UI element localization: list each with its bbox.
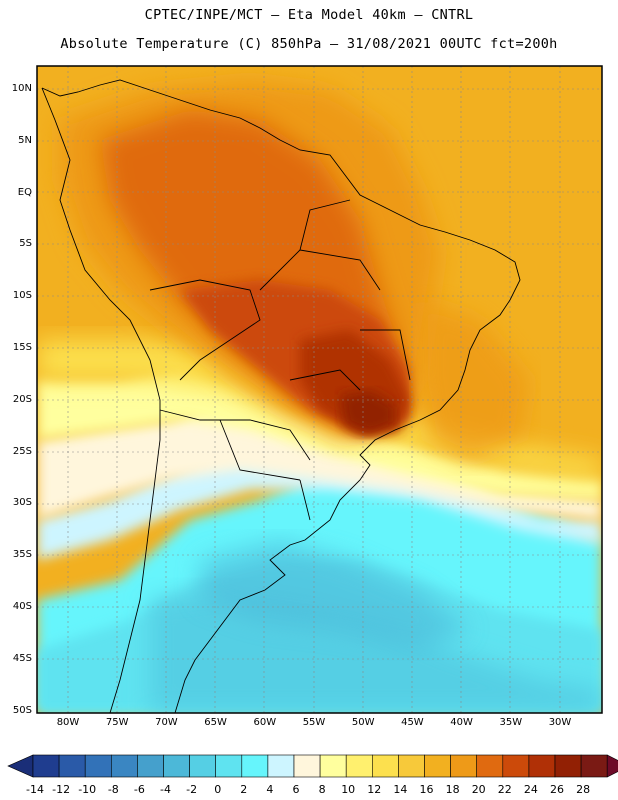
colorbar-tick-label: -8 <box>107 783 119 796</box>
colorbar-tick-label: 10 <box>341 783 356 796</box>
lat-label: 10N <box>11 83 32 94</box>
lat-label: 25S <box>12 445 32 457</box>
colorbar-tick-label: -12 <box>52 783 71 796</box>
colorbar-swatch <box>32 754 60 778</box>
colorbar-swatch <box>58 754 86 778</box>
colorbar-swatch <box>450 754 478 778</box>
lat-label: 45S <box>12 652 32 664</box>
colorbar-tick-label: 12 <box>367 783 382 796</box>
colorbar-swatch <box>528 754 556 778</box>
colorbar-tick-label: 24 <box>523 783 538 796</box>
colorbar-swatch <box>241 754 269 778</box>
colorbar-swatch <box>163 754 190 778</box>
colorbar-swatch <box>319 754 347 778</box>
colorbar-tick-label: -14 <box>26 783 44 796</box>
colorbar-swatch <box>84 754 112 778</box>
lat-label: 15S <box>12 342 32 353</box>
lon-label: 70W <box>155 717 178 728</box>
temperature-field <box>37 66 602 713</box>
lon-label: 60W <box>253 717 277 728</box>
lon-label: 80W <box>56 717 80 728</box>
lon-label: 30W <box>548 717 572 728</box>
colorbar-tick-label: -6 <box>133 783 145 796</box>
colorbar-tick-label: 6 <box>292 783 300 796</box>
colorbar-swatch <box>267 754 295 778</box>
colorbar-tick-label: 20 <box>471 783 486 796</box>
colorbar-tick-label: 14 <box>393 783 408 796</box>
lon-label: 35W <box>499 717 523 728</box>
lon-label: 75W <box>105 717 129 728</box>
colorbar-tick-label: 8 <box>318 783 326 796</box>
colorbar-tick-label: -4 <box>160 783 171 796</box>
colorbar-tick-label: 26 <box>550 783 564 796</box>
colorbar-tick-label: 2 <box>240 783 248 796</box>
lat-label: 20S <box>12 393 32 405</box>
lat-label: 10S <box>12 290 32 302</box>
map-subtitle: Absolute Temperature (C) 850hPa – 31/08/… <box>60 36 558 52</box>
colorbar-swatch <box>371 754 399 778</box>
colorbar-swatch <box>502 754 530 778</box>
colorbar-low-arrow <box>7 754 34 778</box>
lat-label: EQ <box>17 186 32 198</box>
colorbar-swatch <box>189 754 217 778</box>
colorbar-tick-label: 22 <box>497 783 512 796</box>
colorbar-swatch <box>111 754 138 778</box>
colorbar <box>7 754 618 778</box>
colorbar-swatch <box>215 754 243 778</box>
map-title: CPTEC/INPE/MCT – Eta Model 40km – CNTRL <box>144 7 474 23</box>
lon-label: 40W <box>450 717 473 728</box>
colorbar-swatch <box>580 754 608 778</box>
lon-label: 50W <box>351 717 375 728</box>
colorbar-swatch <box>345 754 373 778</box>
colorbar-swatch <box>476 754 504 778</box>
lon-label: 65W <box>204 717 227 728</box>
colorbar-tick-label: 18 <box>445 783 460 796</box>
colorbar-swatch <box>398 754 425 778</box>
lat-label: 35S <box>12 549 32 561</box>
colorbar-tick-label: 28 <box>576 783 591 796</box>
map-frame <box>36 65 603 714</box>
colorbar-swatch <box>554 754 582 778</box>
graticule <box>37 66 602 713</box>
colorbar-high-arrow <box>606 754 618 778</box>
coastlines <box>41 79 521 713</box>
colorbar-swatch <box>424 754 451 778</box>
lat-label: 40S <box>12 601 32 612</box>
colorbar-tick-label: -2 <box>186 783 198 796</box>
colorbar-swatch <box>137 754 164 778</box>
colorbar-swatch <box>293 754 321 778</box>
colorbar-tick-label: 0 <box>214 783 222 796</box>
lat-label: 5S <box>19 238 32 250</box>
lat-label: 50S <box>12 704 32 716</box>
lon-label: 45W <box>401 717 424 728</box>
lat-label: 5N <box>18 134 32 146</box>
lon-label: 55W <box>302 717 326 728</box>
colorbar-tick-label: 16 <box>419 783 434 796</box>
colorbar-tick-label: -10 <box>78 783 97 796</box>
colorbar-tick-label: 4 <box>266 783 274 796</box>
lat-label: 30S <box>12 497 32 509</box>
